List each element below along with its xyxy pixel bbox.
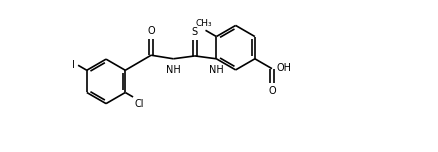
Text: S: S	[192, 27, 198, 37]
Text: O: O	[268, 86, 276, 96]
Text: NH: NH	[166, 65, 181, 75]
Text: I: I	[72, 60, 75, 70]
Text: NH: NH	[209, 65, 224, 75]
Text: Cl: Cl	[135, 99, 145, 109]
Text: CH₃: CH₃	[195, 19, 212, 28]
Text: OH: OH	[276, 63, 291, 73]
Text: O: O	[147, 26, 155, 36]
